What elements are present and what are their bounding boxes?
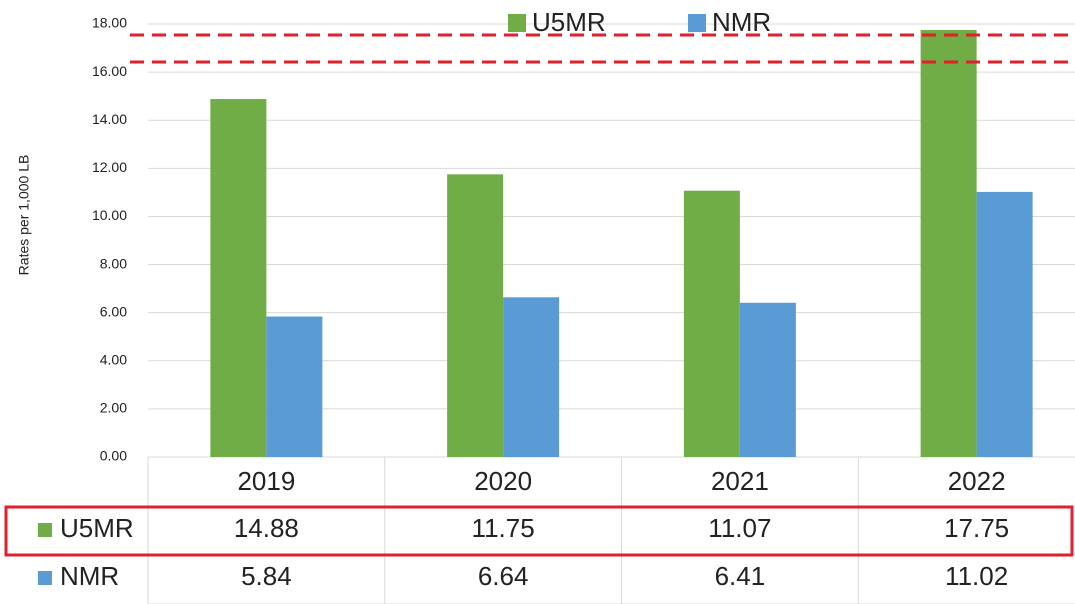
legend-label: U5MR <box>532 7 606 37</box>
bar <box>447 174 504 457</box>
y-tick-label: 4.00 <box>100 351 127 367</box>
table-legend-key <box>38 523 52 537</box>
table-value: 14.88 <box>234 513 299 543</box>
table-row-label: NMR <box>60 561 119 591</box>
bar <box>266 316 323 457</box>
table-value: 6.64 <box>478 561 529 591</box>
y-tick-label: 12.00 <box>92 159 127 175</box>
table-value: 11.02 <box>945 561 1008 591</box>
bar <box>210 99 267 457</box>
bar <box>920 30 977 458</box>
x-tick-label: 2022 <box>948 466 1006 496</box>
y-tick-label: 8.00 <box>100 255 127 271</box>
y-tick-label: 2.00 <box>100 400 127 416</box>
y-tick-label: 6.00 <box>100 303 127 319</box>
bar <box>503 297 560 457</box>
table-value: 5.84 <box>241 561 292 591</box>
x-tick-label: 2020 <box>474 466 532 496</box>
highlight-box <box>4 505 1074 557</box>
bar <box>976 191 1033 457</box>
x-tick-label: 2019 <box>237 466 295 496</box>
bar <box>739 302 796 457</box>
y-tick-label: 14.00 <box>92 111 127 127</box>
y-tick-label: 0.00 <box>100 448 127 464</box>
x-tick-label: 2021 <box>711 466 769 496</box>
y-tick-label: 18.00 <box>92 15 127 31</box>
bar <box>683 190 740 457</box>
table-row-label: U5MR <box>60 513 134 543</box>
legend-key <box>508 14 526 32</box>
legend-key <box>688 14 706 32</box>
y-tick-label: 16.00 <box>92 63 127 79</box>
table-value: 11.07 <box>708 513 771 543</box>
table-value: 11.75 <box>472 513 535 543</box>
table-value: 6.41 <box>715 561 766 591</box>
legend-label: NMR <box>712 7 771 37</box>
y-axis-label: Rates per 1,000 LB <box>16 155 32 276</box>
y-tick-label: 10.00 <box>92 207 127 223</box>
table-value: 17.75 <box>944 513 1009 543</box>
table-legend-key <box>38 571 52 585</box>
